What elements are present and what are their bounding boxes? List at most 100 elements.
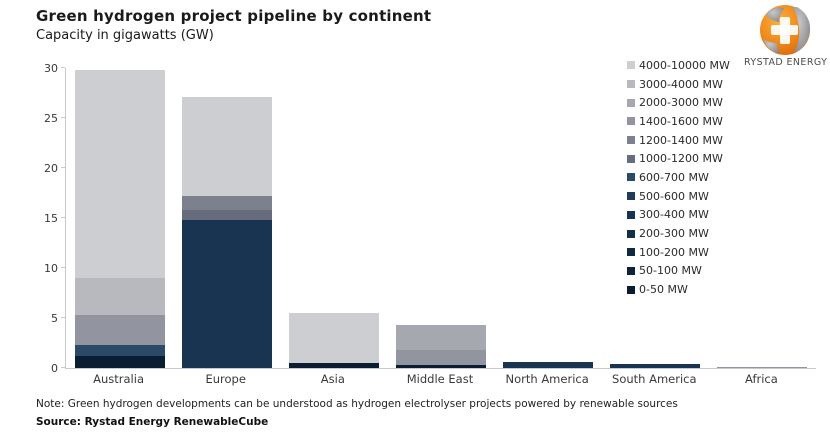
bar-segment <box>74 278 165 315</box>
bar-north-america <box>503 362 594 368</box>
x-axis: Australia Europe Asia Middle East North Amer… <box>65 372 815 386</box>
y-tick-label: 0 <box>51 362 58 375</box>
bar-slot <box>173 68 280 368</box>
legend-item: 0-50 MW <box>627 280 730 299</box>
bar-segment <box>74 70 165 278</box>
bar-segment <box>288 313 379 363</box>
bar-segment <box>181 196 272 210</box>
bar-middle-east <box>396 325 486 368</box>
bar-segment <box>396 325 486 350</box>
bar-segment <box>181 220 272 368</box>
legend-label: 1400-1600 MW <box>639 114 723 128</box>
bar-slot <box>387 68 494 368</box>
legend-swatch-icon <box>627 192 635 201</box>
bar-segment <box>181 210 272 220</box>
rystad-energy-logo: RYSTAD ENERGY <box>744 3 828 68</box>
legend-swatch-icon <box>627 229 635 238</box>
legend-label: 0-50 MW <box>639 283 688 297</box>
bar-slot <box>280 68 387 368</box>
x-axis-label: Middle East <box>406 372 474 386</box>
legend-swatch-icon <box>627 248 635 257</box>
x-axis-label: Africa <box>745 372 778 386</box>
legend-label: 200-300 MW <box>639 227 709 241</box>
legend-swatch-icon <box>627 154 635 163</box>
legend-item: 1000-1200 MW <box>627 149 730 168</box>
plot-area: 0 5 10 15 20 25 30 <box>44 62 816 375</box>
y-tick-mark <box>61 167 65 168</box>
bar-segment <box>288 363 379 368</box>
legend-swatch-icon <box>627 80 635 89</box>
bar-south-america <box>610 364 701 368</box>
y-tick-label: 25 <box>44 112 58 125</box>
legend-label: 600-700 MW <box>639 170 709 184</box>
chart-note: Note: Green hydrogen developments can be… <box>36 398 678 410</box>
bar-segment <box>610 364 701 368</box>
y-tick-mark <box>61 217 65 218</box>
legend-swatch-icon <box>627 266 635 275</box>
legend-swatch-icon <box>627 136 635 145</box>
bar-slot <box>709 68 816 368</box>
x-axis-label: North America <box>505 372 589 386</box>
bar-africa <box>717 366 808 368</box>
globe-icon <box>760 5 811 55</box>
legend-item: 3000-4000 MW <box>627 75 730 94</box>
bar-segment <box>396 365 486 368</box>
legend-item: 300-400 MW <box>627 206 730 225</box>
chart-title: Green hydrogen project pipeline by conti… <box>36 7 432 25</box>
legend-label: 1000-1200 MW <box>639 152 723 166</box>
bar-europe <box>181 97 272 368</box>
legend-item: 200-300 MW <box>627 224 730 243</box>
legend-label: 50-100 MW <box>639 264 702 278</box>
legend-label: 300-400 MW <box>639 208 709 222</box>
bar-segment <box>181 97 272 196</box>
bar-segment <box>74 315 165 345</box>
bar-segment <box>503 362 594 368</box>
y-tick-label: 15 <box>44 212 58 225</box>
chart-source: Source: Rystad Energy RenewableCube <box>36 416 269 428</box>
chart-subtitle: Capacity in gigawatts (GW) <box>36 28 214 43</box>
y-tick-mark <box>61 367 65 368</box>
bars-container <box>66 68 816 368</box>
legend-label: 500-600 MW <box>639 189 709 203</box>
legend-item: 1400-1600 MW <box>627 112 730 131</box>
legend-swatch-icon <box>627 117 635 126</box>
legend-label: 2000-3000 MW <box>639 96 723 110</box>
legend-label: 4000-10000 MW <box>639 58 730 72</box>
legend-swatch-icon <box>627 61 635 70</box>
bar-australia <box>74 70 165 368</box>
legend-item: 50-100 MW <box>627 262 730 281</box>
legend-label: 3000-4000 MW <box>639 77 723 91</box>
x-axis-label: Europe <box>205 372 246 386</box>
legend-item: 2000-3000 MW <box>627 93 730 112</box>
legend-item: 600-700 MW <box>627 168 730 187</box>
legend-swatch-icon <box>627 98 635 107</box>
bar-segment <box>396 350 486 365</box>
legend-item: 1200-1400 MW <box>627 131 730 150</box>
legend: 4000-10000 MW 3000-4000 MW 2000-3000 MW 140… <box>627 56 730 299</box>
legend-item: 500-600 MW <box>627 187 730 206</box>
bar-segment <box>717 366 808 368</box>
x-axis-label: Asia <box>320 372 345 386</box>
y-tick-label: 10 <box>44 262 58 275</box>
y-tick-mark <box>61 117 65 118</box>
y-tick-mark <box>61 317 65 318</box>
legend-label: 100-200 MW <box>639 245 709 259</box>
bar-segment <box>74 356 165 368</box>
legend-item: 100-200 MW <box>627 243 730 262</box>
bar-slot <box>602 68 709 368</box>
legend-item: 4000-10000 MW <box>627 56 730 75</box>
legend-swatch-icon <box>627 285 635 294</box>
y-tick-label: 5 <box>51 312 58 325</box>
legend-swatch-icon <box>627 210 635 219</box>
legend-swatch-icon <box>627 173 635 182</box>
x-axis-label: South America <box>612 372 697 386</box>
y-tick-mark <box>61 267 65 268</box>
y-tick-mark <box>61 67 65 68</box>
logo-text: RYSTAD ENERGY <box>744 57 828 68</box>
x-axis-label: Australia <box>93 372 144 386</box>
legend-label: 1200-1400 MW <box>639 133 723 147</box>
y-tick-label: 30 <box>44 62 58 75</box>
bar-segment <box>74 345 165 356</box>
bar-slot <box>495 68 602 368</box>
bar-slot <box>66 68 173 368</box>
